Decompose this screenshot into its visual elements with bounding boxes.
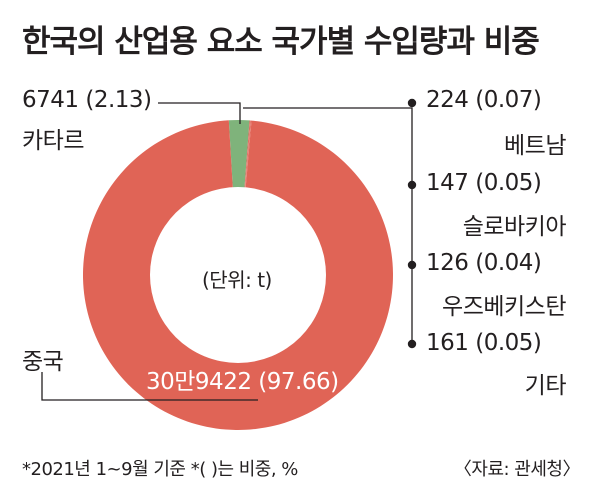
value-label-slovakia: 147 (0.05) [426,170,542,196]
value-label-china: 30만9422 (97.66) [146,369,339,395]
value-label-vietnam: 224 (0.07) [426,87,542,113]
country-label-vietnam: 베트남 [504,133,566,159]
footnote: *2021년 1~9월 기준 *( )는 비중, % [22,459,298,480]
source-label: 〈자료: 관세청〉 [453,459,581,480]
leader-dot-vietnam [407,98,417,108]
leader-dot-other [407,339,417,349]
country-label-slovakia: 슬로바키아 [462,214,567,240]
leader-line-china [41,372,258,401]
country-label-other: 기타 [524,373,567,399]
value-label-uzbekistan: 126 (0.04) [426,250,542,276]
unit-label: (단위: t) [202,268,272,292]
country-label-qatar: 카타르 [22,128,84,154]
country-label-china: 중국 [22,349,64,375]
leader-line-qatar [158,102,241,124]
leader-dot-uzbekistan [407,260,417,270]
leader-dot-slovakia [407,180,417,190]
country-label-uzbekistan: 우즈베키스탄 [442,294,566,320]
value-label-other: 161 (0.05) [426,330,542,356]
value-label-qatar: 6741 (2.13) [22,87,152,113]
chart-title: 한국의 산업용 요소 국가별 수입량과 비중 [22,24,540,60]
donut-hole [150,187,326,363]
